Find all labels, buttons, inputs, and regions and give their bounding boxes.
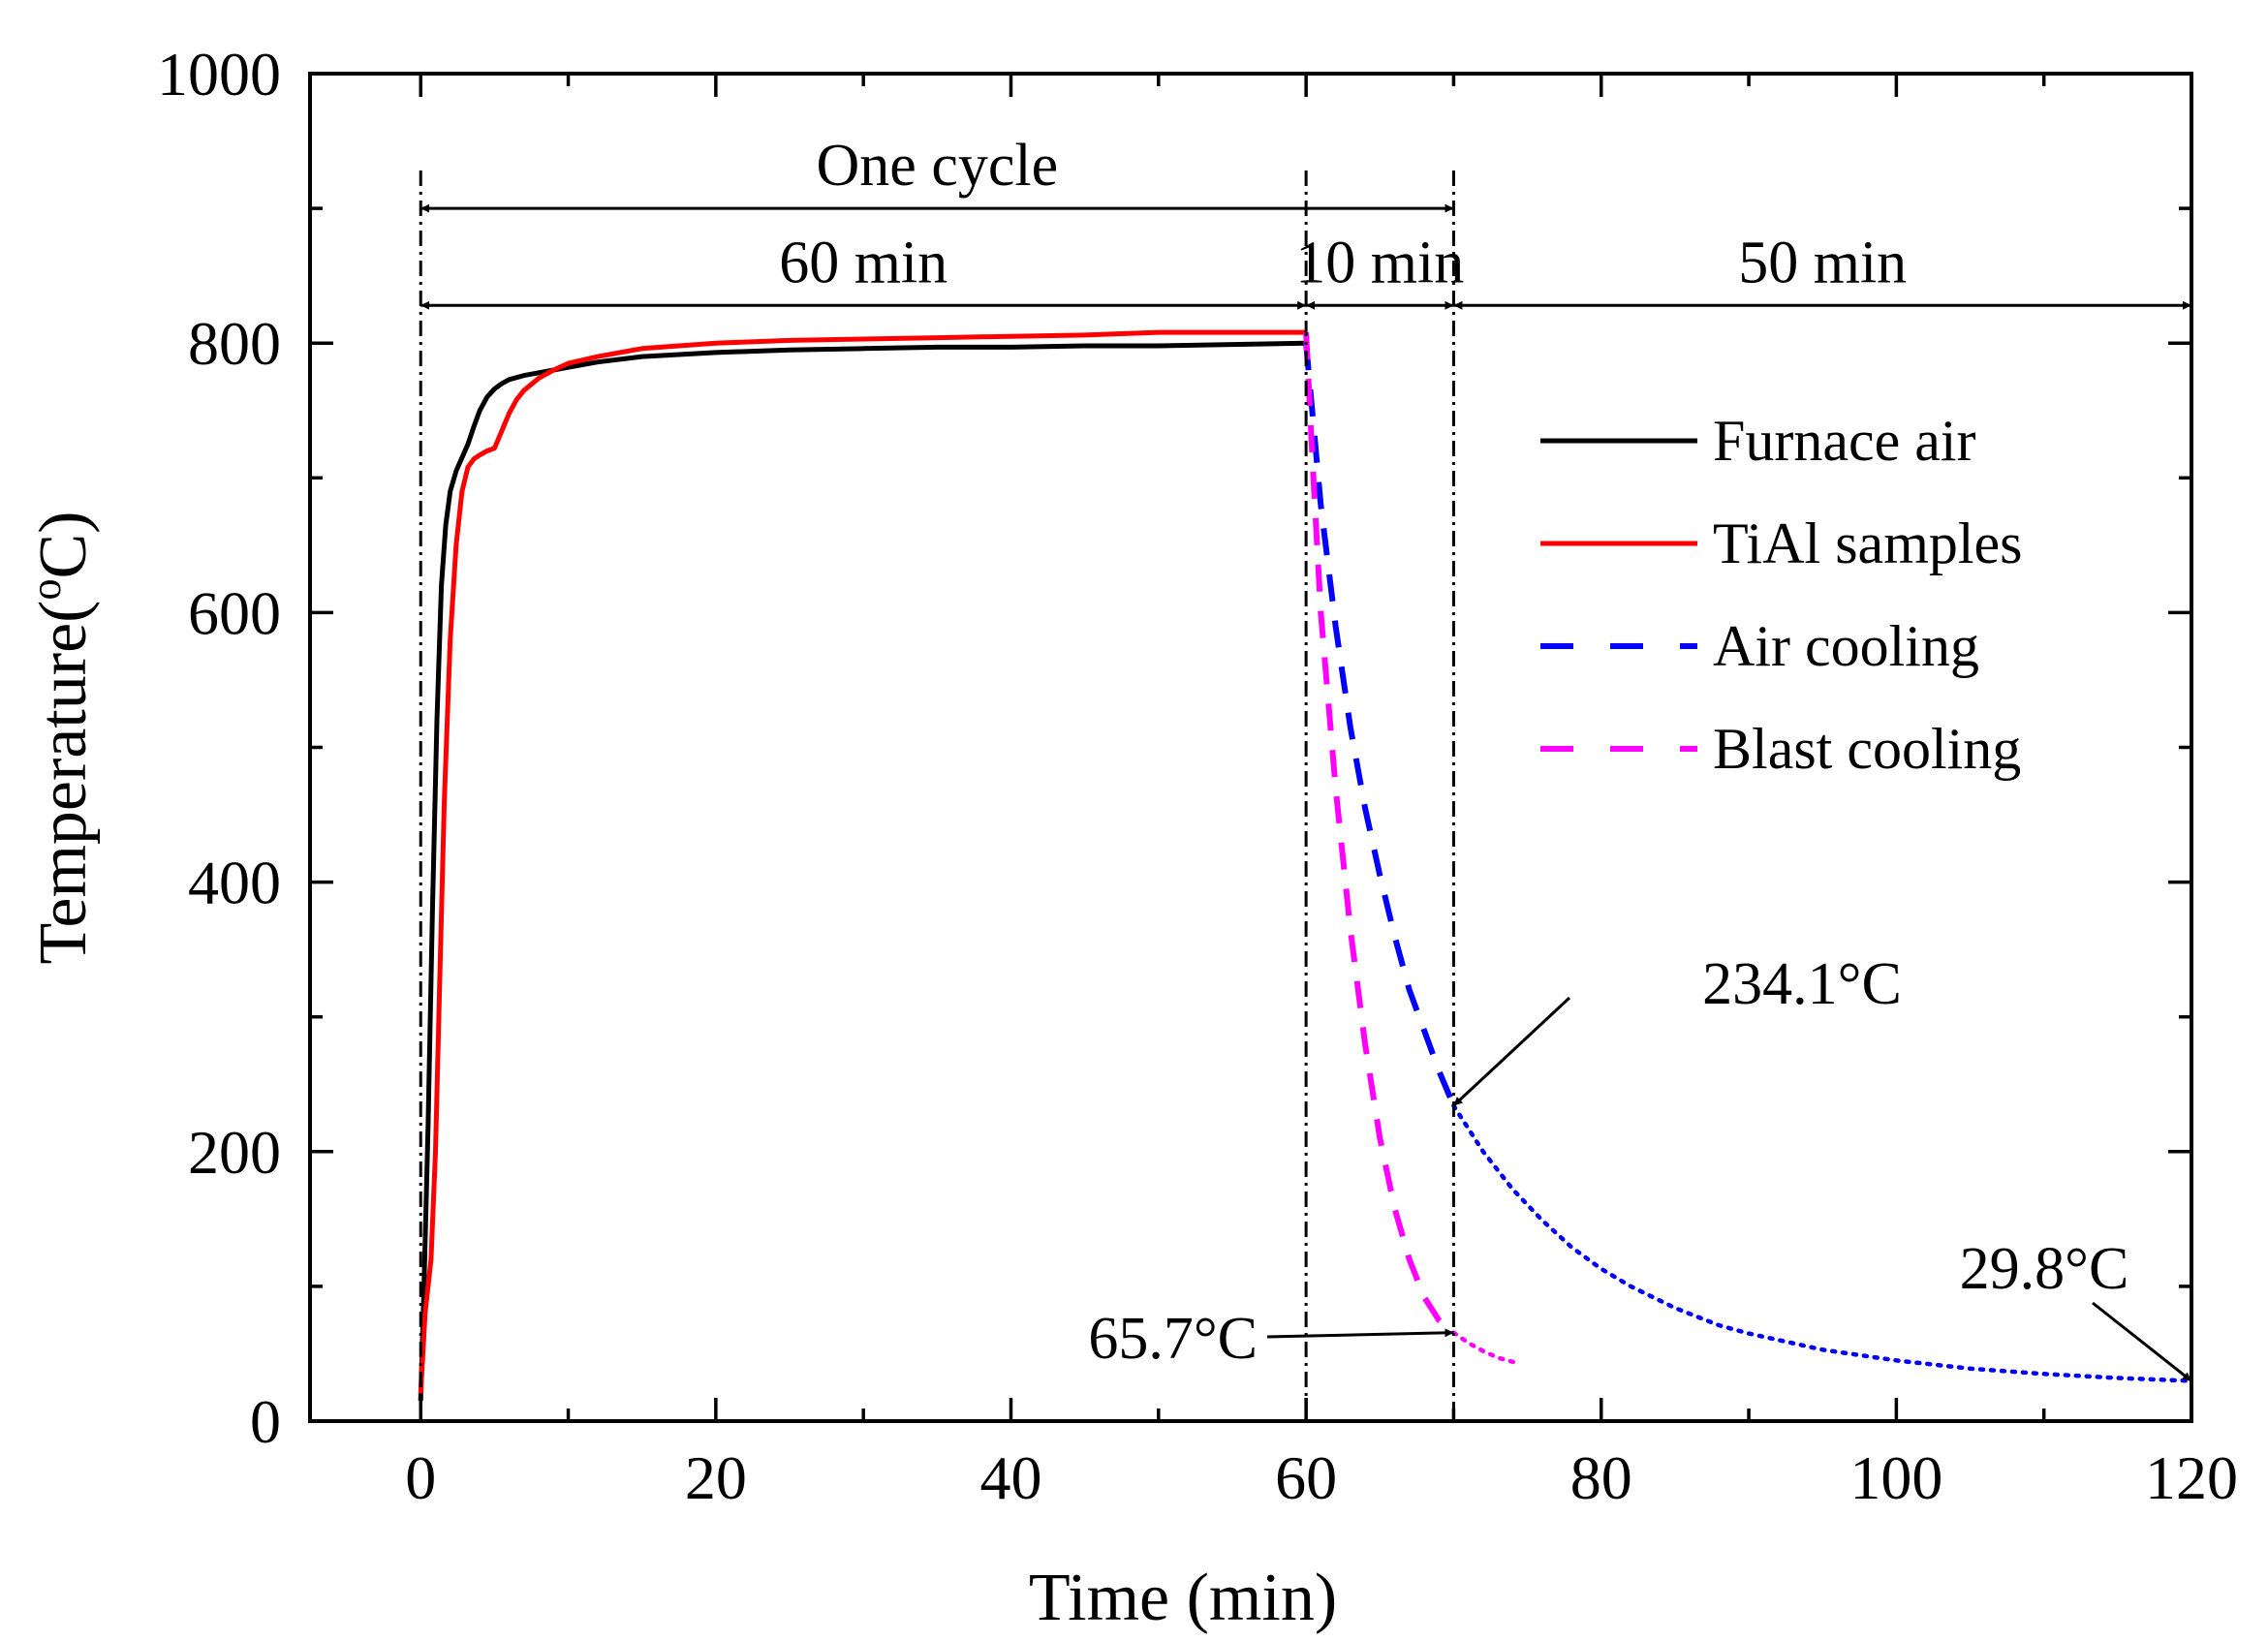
x-tick-label: 100 (1849, 1443, 1942, 1512)
x-axis-title: Time (min) (1029, 1561, 1337, 1635)
series-line-blast-cooling-continued (1451, 1330, 1523, 1367)
legend-label: Furnace air (1713, 409, 1976, 473)
series-line-air-cooling-continued (1451, 1103, 2194, 1383)
annotation-label: 234.1°C (1702, 951, 1902, 1017)
series-line-air-cooling (1303, 342, 1457, 1107)
x-tick-label: 60 (1275, 1443, 1337, 1512)
y-tick-label: 600 (188, 578, 281, 647)
x-tick-label: 20 (685, 1443, 747, 1512)
annotation-label: 29.8°C (1960, 1236, 2129, 1302)
legend-label: Air cooling (1713, 614, 1979, 678)
x-tick-label: 120 (2145, 1443, 2238, 1512)
y-tick-label: 400 (188, 849, 281, 917)
span-label: One cycle (817, 133, 1059, 199)
series-line-tial-samples (418, 329, 1307, 1395)
y-axis-title: Temperature(oC) (22, 511, 101, 965)
y-tick-label: 1000 (157, 40, 281, 108)
annotation-arrow (1266, 1328, 1454, 1339)
span-label: 10 min (1295, 230, 1464, 295)
series-line-blast-cooling (1303, 331, 1456, 1335)
legend-label: TiAl samples (1713, 511, 2023, 575)
x-tick-label: 80 (1570, 1443, 1632, 1512)
y-tick-label: 800 (188, 309, 281, 378)
span-label: 60 min (779, 230, 948, 295)
legend-label: Blast cooling (1713, 717, 2021, 781)
x-tick-label: 0 (405, 1443, 436, 1512)
span-label: 50 min (1738, 230, 1907, 295)
annotation-arrow (2092, 1301, 2192, 1382)
y-tick-label: 0 (250, 1387, 281, 1456)
x-tick-label: 40 (979, 1443, 1041, 1512)
annotation-label: 65.7°C (1088, 1306, 1258, 1372)
series-line-furnace-air (418, 340, 1307, 1402)
y-tick-label: 200 (188, 1118, 281, 1187)
annotation-arrow (1452, 996, 1571, 1107)
